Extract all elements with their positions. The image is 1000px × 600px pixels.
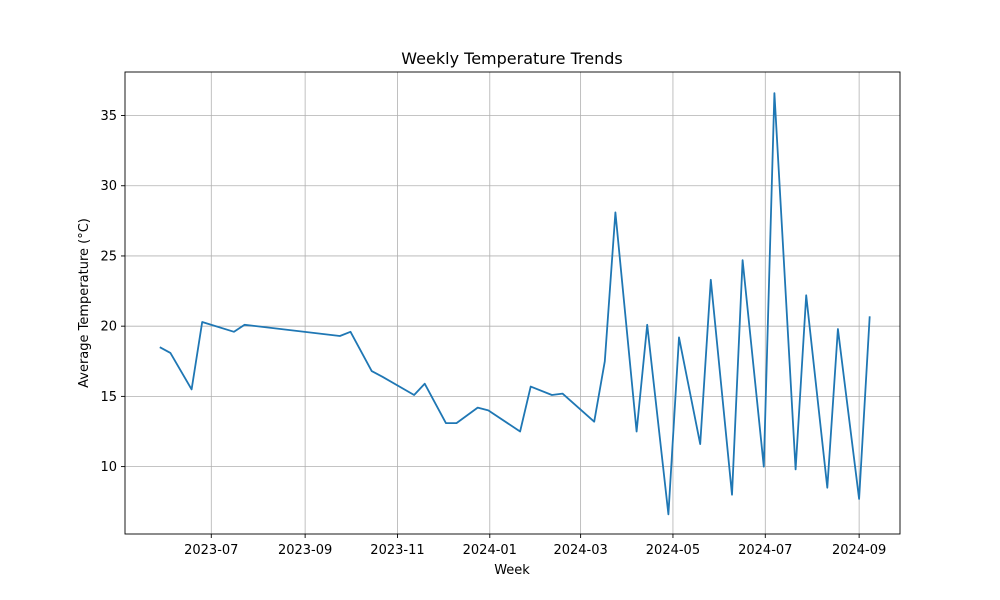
x-axis-label: Week <box>494 563 530 578</box>
chart-title: Weekly Temperature Trends <box>401 49 622 68</box>
x-tick-label: 2023-07 <box>184 543 238 558</box>
x-tick-label: 2024-01 <box>463 543 517 558</box>
y-tick-label: 35 <box>100 109 117 124</box>
grid-layer <box>125 72 900 534</box>
y-axis-label: Average Temperature (°C) <box>77 218 92 388</box>
series-layer <box>159 92 871 516</box>
tick-layer: 2023-07 2023-09 2023-11 2024-01 2024-03 2024-… <box>100 109 886 558</box>
x-tick-label: 2023-11 <box>370 543 424 558</box>
x-tick-label: 2024-09 <box>832 543 886 558</box>
y-tick-label: 15 <box>100 390 117 405</box>
x-tick-label: 2024-05 <box>646 543 700 558</box>
plot-frame <box>124 71 901 535</box>
y-tick-label: 25 <box>100 249 117 264</box>
y-tick-label: 20 <box>100 320 117 335</box>
x-tick-label: 2024-07 <box>738 543 792 558</box>
y-tick-label: 30 <box>100 179 117 194</box>
temperature-series-line <box>159 92 871 516</box>
y-tick-label: 10 <box>100 460 117 475</box>
x-tick-label: 2024-03 <box>553 543 607 558</box>
x-tick-label: 2023-09 <box>278 543 332 558</box>
